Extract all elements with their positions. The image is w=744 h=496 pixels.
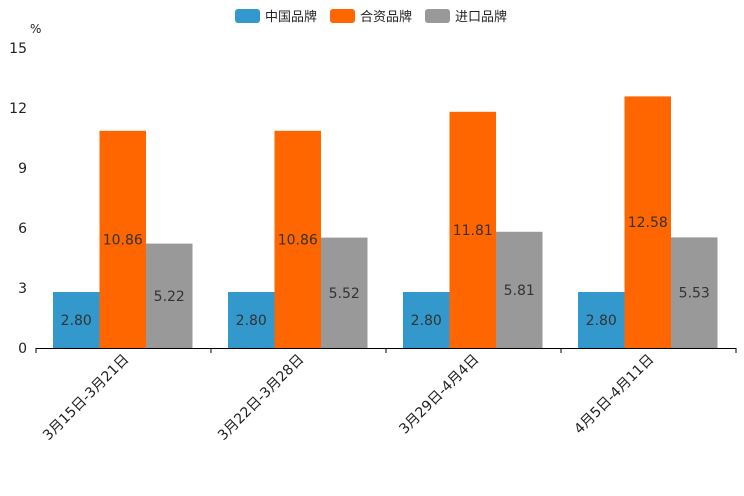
data-label: 2.80	[586, 313, 617, 329]
x-tick-label: 4月5日-4月11日	[571, 352, 657, 438]
bar	[624, 96, 671, 349]
y-tick-label: 6	[18, 221, 27, 237]
data-label: 2.80	[236, 313, 267, 329]
bar	[449, 111, 496, 348]
legend-label: 合资品牌	[360, 9, 412, 25]
legend-swatch	[330, 9, 355, 23]
bars: 2.80 10.86 5.22 2.80 10.86 5.52 2.80 11.81 5.81 2…	[53, 96, 718, 349]
bar	[403, 292, 450, 348]
data-label: 5.22	[154, 289, 185, 305]
data-label: 11.81	[453, 223, 493, 239]
bar	[671, 237, 718, 348]
x-tick-label: 3月29日-4月4日	[396, 352, 482, 438]
data-label: 2.80	[411, 313, 442, 329]
x-axis: 3月15日-3月21日 3月22日-3月28日 3月29日-4月4日 4月5日-4月1…	[35, 348, 737, 444]
data-label: 5.53	[679, 286, 710, 302]
y-tick-label: 12	[9, 101, 27, 117]
y-tick-label: 3	[18, 281, 27, 297]
data-label: 12.58	[628, 215, 668, 231]
bar	[99, 130, 146, 348]
bar	[228, 292, 275, 348]
legend: 中国品牌 合资品牌 进口品牌	[235, 9, 507, 25]
y-tick-label: 15	[9, 41, 27, 57]
bar	[53, 292, 100, 348]
legend-label: 进口品牌	[455, 9, 507, 25]
x-tick-label: 3月15日-3月21日	[40, 352, 132, 444]
y-tick-label: 9	[18, 161, 27, 177]
y-axis: 0 3 6 9 12 15	[9, 41, 27, 357]
legend-swatch	[425, 9, 450, 23]
bar	[274, 130, 321, 348]
bar	[578, 292, 625, 348]
bar	[496, 231, 543, 348]
y-tick-label: 0	[18, 341, 27, 357]
data-label: 2.80	[61, 313, 92, 329]
legend-label: 中国品牌	[265, 9, 317, 25]
data-label: 5.52	[329, 286, 360, 302]
data-label: 10.86	[103, 232, 143, 248]
legend-swatch	[235, 9, 260, 23]
bar	[146, 243, 193, 348]
bar	[321, 237, 368, 348]
data-label: 5.81	[504, 283, 535, 299]
y-axis-unit: %	[30, 22, 41, 36]
data-label: 10.86	[278, 232, 318, 248]
x-tick-label: 3月22日-3月28日	[215, 352, 307, 444]
